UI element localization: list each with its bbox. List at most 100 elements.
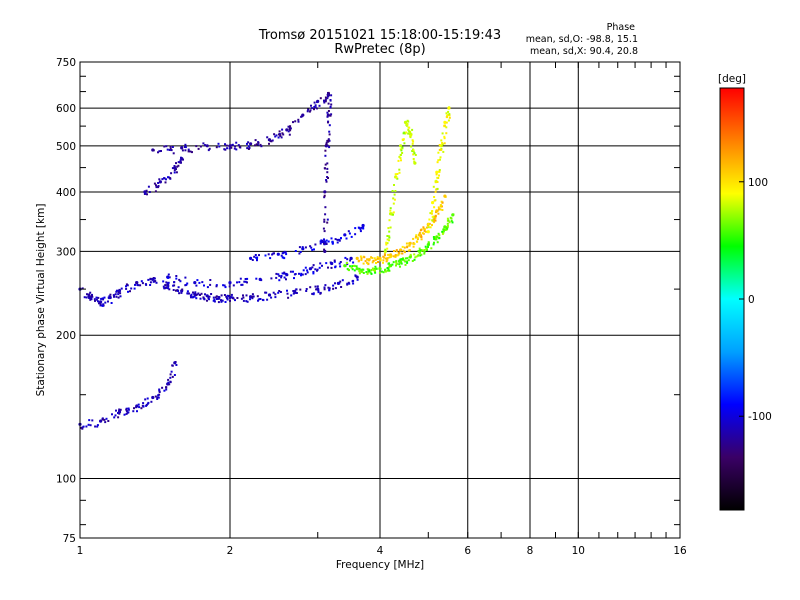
echo-point: [407, 128, 410, 131]
echo-point: [280, 276, 283, 279]
echo-point: [209, 283, 212, 286]
echo-point: [240, 297, 243, 300]
echo-point: [175, 277, 178, 280]
echo-point: [376, 257, 379, 260]
echo-point: [404, 263, 407, 266]
echo-point: [435, 173, 438, 176]
echo-point: [220, 299, 222, 302]
echo-point: [326, 171, 329, 174]
echo-point: [266, 298, 269, 301]
echo-point: [171, 167, 174, 170]
echo-point: [432, 218, 435, 221]
echo-point: [433, 241, 435, 244]
echo-point: [310, 246, 313, 249]
echo-point: [251, 295, 254, 298]
echo-point: [228, 281, 232, 285]
echo-point: [420, 234, 423, 237]
echo-point: [391, 263, 394, 266]
echo-point: [440, 148, 443, 151]
echo-point: [333, 259, 336, 262]
echo-point: [207, 149, 210, 152]
echo-point: [310, 107, 313, 110]
echo-point: [360, 269, 363, 272]
echo-point: [133, 407, 135, 410]
echo-point: [171, 375, 174, 378]
echo-point: [165, 386, 168, 389]
echo-point: [167, 281, 170, 284]
echo-point: [179, 161, 182, 164]
echo-point: [288, 128, 291, 131]
echo-point: [86, 293, 88, 296]
echo-point: [168, 383, 171, 386]
echo-point: [406, 119, 409, 122]
echo-point: [179, 159, 182, 162]
echo-point: [144, 398, 147, 401]
echo-point: [330, 237, 333, 240]
echo-point: [226, 294, 229, 297]
echo-point: [352, 264, 355, 267]
echo-point: [443, 142, 446, 145]
echo-point: [312, 264, 315, 267]
echo-point: [401, 146, 404, 149]
x-tick-label: 2: [227, 545, 234, 557]
echo-point: [328, 130, 331, 133]
echo-point: [327, 139, 330, 142]
echo-point: [262, 299, 265, 302]
echo-point: [425, 226, 428, 229]
echo-point: [231, 143, 234, 146]
echo-point: [441, 201, 444, 204]
echo-point: [410, 145, 413, 148]
echo-point: [189, 294, 192, 297]
echo-point: [156, 398, 159, 400]
echo-point: [388, 265, 391, 268]
echo-point: [405, 131, 408, 134]
echo-point: [388, 230, 391, 233]
echo-point: [373, 268, 376, 270]
echo-point: [115, 290, 118, 293]
echo-point: [434, 190, 437, 193]
echo-point: [220, 294, 223, 297]
echo-point: [323, 220, 326, 223]
echo-point: [362, 268, 365, 271]
echo-point: [238, 281, 241, 284]
echo-point: [275, 272, 278, 275]
echo-point: [178, 292, 181, 295]
echo-point: [363, 256, 366, 259]
echo-point: [258, 277, 262, 281]
echo-point: [244, 278, 247, 280]
echo-point: [155, 184, 157, 187]
echo-point: [157, 186, 160, 189]
echo-point: [443, 124, 446, 127]
echo-point: [445, 126, 448, 129]
echo-point: [386, 257, 389, 260]
echo-point: [158, 180, 162, 184]
echo-point: [414, 154, 417, 156]
echo-point: [248, 146, 251, 149]
echo-point: [264, 291, 267, 294]
echo-point: [255, 143, 258, 146]
echo-point: [230, 293, 233, 296]
echo-point: [226, 297, 228, 300]
echo-point: [327, 138, 330, 141]
echo-point: [199, 294, 201, 296]
echo-point: [360, 259, 363, 261]
echo-point: [413, 243, 416, 245]
echo-point: [394, 255, 397, 258]
echo-point: [223, 294, 226, 296]
echo-point: [247, 145, 250, 148]
echo-point: [406, 261, 409, 264]
echo-point: [331, 240, 334, 243]
echo-point: [446, 222, 449, 225]
echo-point: [385, 243, 388, 246]
echo-point: [432, 236, 435, 238]
echo-point: [107, 420, 110, 422]
echo-point: [175, 364, 178, 366]
echo-point: [435, 235, 439, 239]
echo-point: [347, 230, 350, 233]
echo-point: [443, 194, 447, 198]
echo-point: [256, 259, 258, 262]
echo-point: [355, 275, 359, 279]
echo-point: [204, 293, 206, 296]
echo-point: [209, 279, 212, 281]
echo-point: [117, 289, 122, 293]
